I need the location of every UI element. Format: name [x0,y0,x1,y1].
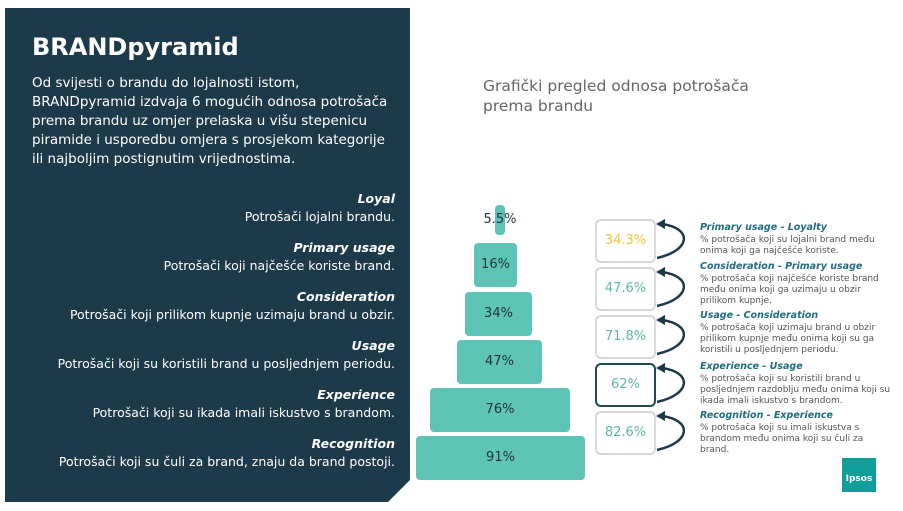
conversion-box [595,219,656,263]
level-description: Potrošači koji prilikom kupnje uzimaju b… [69,307,395,322]
arrow [656,222,686,260]
arrow [656,414,686,452]
arrow [656,318,686,356]
note-title: Consideration - Primary usage [700,261,863,272]
logo-box [842,458,876,492]
left-panel [5,8,410,502]
level-description: Potrošači lojalni brandu. [244,209,395,224]
pyramid-value: 47% [485,354,514,369]
pyramid-layer [465,292,532,336]
conversion-value: 34.3% [604,233,647,248]
note-text: % potrošača koji su koristili brand u po… [700,374,891,406]
conversion-box [595,363,656,407]
pyramid-layer [474,243,517,287]
pyramid-layer [430,388,570,432]
arrow-head [656,315,665,325]
conversion-value: 47.6% [604,281,647,296]
conversion-box [595,267,656,311]
note-text: % potrošača koji su lojalni brand među o… [700,235,875,256]
conversion-value: 71.8% [604,329,647,344]
note-text: % potrošača koji su imali iskustva s bra… [700,423,864,455]
level-name: Primary usage [293,240,395,255]
note-title: Usage - Consideration [700,310,819,321]
arrow-head [656,363,665,373]
intro: Od svijesti o brandu do lojalnosti istom… [32,75,388,167]
note-text: % potrošača koji uzimaju brand u obzir p… [700,323,876,355]
conversion-boxes [595,219,686,455]
conversion-box [595,315,656,359]
level-description: Potrošači koji su čuli za brand, znaju d… [58,454,395,469]
pyramid-value: 76% [485,402,515,417]
logo: Ipsos [845,474,873,484]
level-description: Potrošači koji su ikada imali iskustvo s… [92,405,395,420]
level-name: Loyal [357,191,395,206]
conversion-value: 82.6% [604,425,647,440]
pyramid-value: 16% [481,257,510,272]
pyramid-value: 91% [486,450,515,465]
pyramid-layer [457,340,542,384]
pyramid-layer [495,205,505,235]
note-title: Primary usage - Loyalty [700,222,827,233]
arrow [656,270,686,308]
level-name: Experience [317,387,395,402]
pyramid-layer [416,436,585,480]
level-description: Potrošači koji najčešće koriste brand. [163,258,395,273]
pyramid-value: 5.5% [483,212,517,227]
pyramid [416,205,585,480]
chart-title: Grafički pregled odnosa potrošača prema … [483,77,749,115]
pyramid-value: 34% [484,306,513,321]
arrow-head [656,411,665,421]
conversion-value: 62% [611,377,640,392]
title: BRANDpyramid [32,33,239,61]
level-name: Consideration [296,289,395,304]
level-name: Recognition [311,436,395,451]
level-description: Potrošači koji su koristili brand u posl… [57,356,395,371]
note-title: Recognition - Experience [700,410,833,421]
note-title: Experience - Usage [700,361,803,372]
note-text: % potrošača koji najčešće koriste brand … [700,274,879,306]
level-name: Usage [351,338,395,353]
arrow [656,366,686,404]
conversion-box [595,411,656,455]
arrow-head [656,267,665,277]
arrow-head [656,219,665,229]
